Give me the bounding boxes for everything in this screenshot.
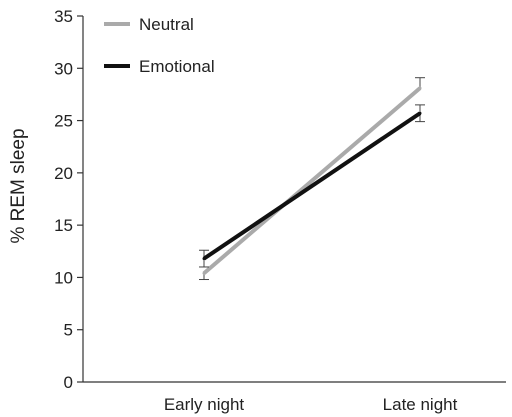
series-emotional — [199, 104, 425, 268]
legend: Neutral Emotional — [104, 15, 215, 76]
x-tick-label: Late night — [383, 395, 458, 414]
series-line-emotional — [202, 111, 422, 261]
y-tick-label: 5 — [64, 321, 73, 340]
y-tick-label: 0 — [64, 373, 73, 392]
y-tick-label: 30 — [54, 59, 73, 78]
y-tick-label: 35 — [54, 7, 73, 26]
y-tick-label: 25 — [54, 112, 73, 131]
data-point — [418, 86, 422, 90]
y-tick-label: 10 — [54, 268, 73, 287]
x-tick-label: Early night — [164, 395, 245, 414]
data-point — [202, 271, 206, 275]
y-tick-label: 20 — [54, 164, 73, 183]
legend-label: Neutral — [139, 15, 194, 34]
legend-label: Emotional — [139, 57, 215, 76]
data-point — [418, 111, 422, 115]
legend-item: Neutral — [104, 15, 194, 34]
axes: 0 5 10 15 20 25 30 35 Early night Late night — [54, 7, 506, 414]
y-axis-title: % REM sleep — [8, 128, 29, 243]
series-neutral — [199, 77, 425, 281]
y-tick-label: 15 — [54, 216, 73, 235]
data-point — [202, 257, 206, 261]
series-layer — [199, 77, 425, 281]
legend-item: Emotional — [104, 57, 215, 76]
series-line-neutral — [202, 86, 422, 275]
